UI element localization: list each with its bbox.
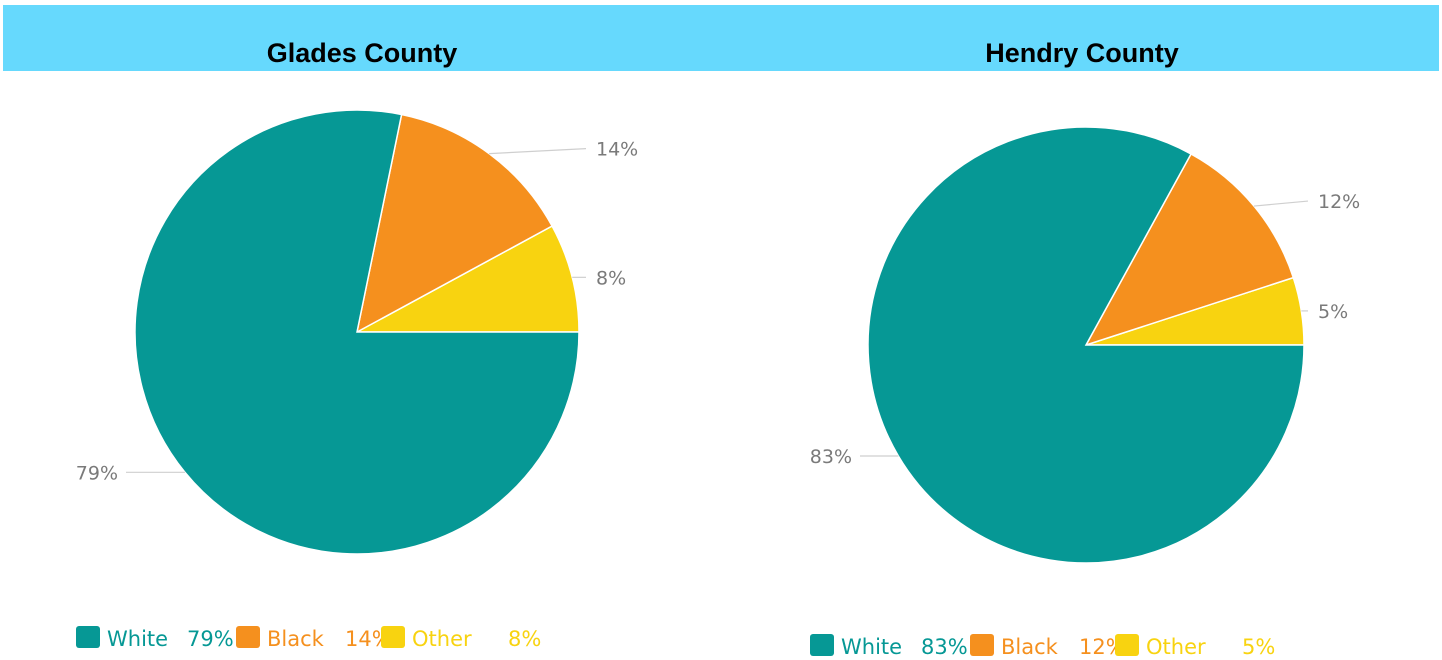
hendry-county-title: Hendry County [985,38,1179,68]
hendry-value-label-other: 5% [1318,301,1348,323]
hendry-legend-label-other: Other [1146,635,1206,659]
glades-legend-value-other: 8% [508,627,541,651]
hendry-value-label-white: 83% [810,446,852,468]
glades-leader-black [489,148,587,155]
hendry-legend-swatch-other [1115,634,1139,656]
hendry-value-label-black: 12% [1318,191,1360,213]
glades-slice-other [356,225,580,333]
glades-legend-swatch-other [381,626,405,648]
hendry-legend-swatch-black [970,634,994,656]
glades-slice-black [355,113,554,334]
glades-legend-value-white: 79% [187,627,234,651]
hendry-legend-value-white: 83% [921,635,968,659]
hendry-slice-black [1084,152,1295,347]
glades-legend-swatch-white [76,626,100,648]
glades-value-label-white: 79% [76,462,118,484]
glades-pie: 8% 14% 79% [76,109,638,555]
hendry-leader-black [1253,200,1309,207]
hendry-slice-white [867,126,1305,564]
hendry-legend-label-black: Black [1001,635,1059,659]
glades-value-label-black: 14% [596,139,638,161]
glades-legend-label-other: Other [412,627,472,651]
glades-legend-label-white: White [107,627,168,651]
hendry-pie: 5% 12% 83% [810,126,1360,564]
glades-legend-swatch-black [236,626,260,648]
hendry-legend-label-white: White [841,635,902,659]
hendry-legend-value-other: 5% [1242,635,1275,659]
glades-county-title: Glades County [266,38,458,68]
glades-legend: White 79% Black 14% Other 8% [76,626,541,651]
hendry-legend-swatch-white [810,634,834,656]
glades-legend-label-black: Black [267,627,325,651]
glades-value-label-other: 8% [596,267,626,289]
hendry-legend: White 83% Black 12% Other 5% [810,634,1275,659]
header-band [3,5,1439,71]
glades-slice-white [134,109,580,555]
